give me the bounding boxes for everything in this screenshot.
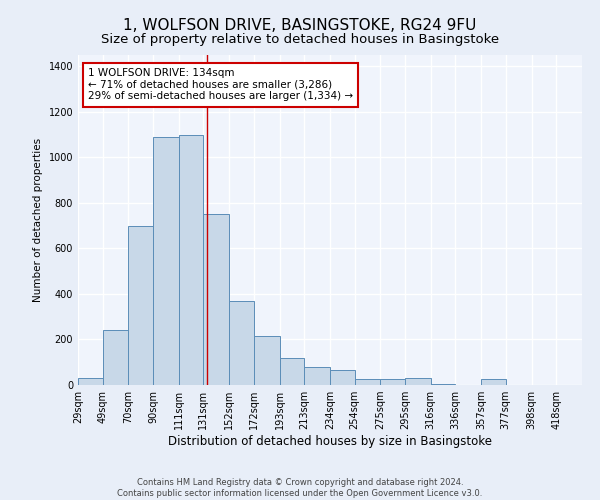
Bar <box>431 384 455 385</box>
Bar <box>304 367 330 385</box>
Bar <box>78 378 103 385</box>
Bar <box>481 380 506 385</box>
Bar <box>405 378 431 385</box>
Bar <box>128 226 153 385</box>
Bar <box>203 214 229 385</box>
Bar <box>229 301 254 385</box>
Text: Size of property relative to detached houses in Basingstoke: Size of property relative to detached ho… <box>101 32 499 46</box>
X-axis label: Distribution of detached houses by size in Basingstoke: Distribution of detached houses by size … <box>168 435 492 448</box>
Y-axis label: Number of detached properties: Number of detached properties <box>33 138 43 302</box>
Text: Contains HM Land Registry data © Crown copyright and database right 2024.
Contai: Contains HM Land Registry data © Crown c… <box>118 478 482 498</box>
Bar <box>380 380 405 385</box>
Bar <box>254 336 280 385</box>
Bar <box>355 380 380 385</box>
Text: 1, WOLFSON DRIVE, BASINGSTOKE, RG24 9FU: 1, WOLFSON DRIVE, BASINGSTOKE, RG24 9FU <box>124 18 476 32</box>
Bar <box>103 330 128 385</box>
Bar <box>153 137 179 385</box>
Text: 1 WOLFSON DRIVE: 134sqm
← 71% of detached houses are smaller (3,286)
29% of semi: 1 WOLFSON DRIVE: 134sqm ← 71% of detache… <box>88 68 353 102</box>
Bar <box>179 134 203 385</box>
Bar <box>280 358 304 385</box>
Bar <box>330 370 355 385</box>
